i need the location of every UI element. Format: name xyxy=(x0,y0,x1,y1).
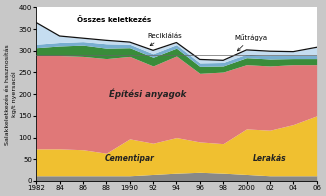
Text: Cementipar: Cementipar xyxy=(105,154,155,163)
Text: Reciklálás: Reciklálás xyxy=(147,33,182,46)
Text: Műtrágya: Műtrágya xyxy=(235,34,268,51)
Text: Építési anyagok: Építési anyagok xyxy=(109,89,186,99)
Text: Lerakás: Lerakás xyxy=(253,154,287,163)
Text: Összes keletkezés: Összes keletkezés xyxy=(77,16,151,23)
Y-axis label: Salakkeletkezés és hasznosítás
kg/t nyersacól: Salakkeletkezés és hasznosítás kg/t nyer… xyxy=(5,44,17,144)
